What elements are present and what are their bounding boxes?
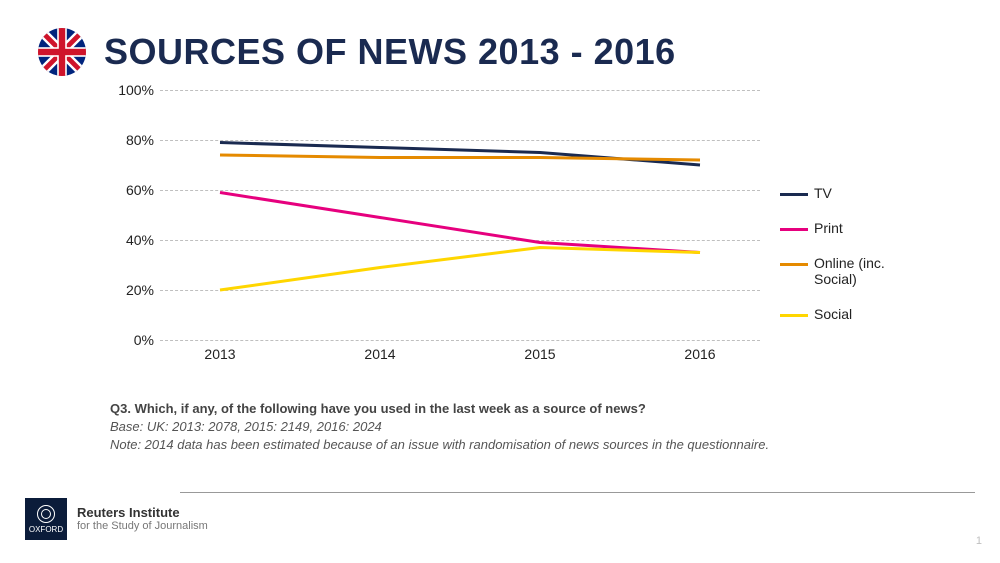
title-row: SOURCES OF NEWS 2013 - 2016 [38,28,676,76]
note-text: Note: 2014 data has been estimated becau… [110,436,910,454]
legend-label: Print [814,220,843,237]
legend-swatch-icon [780,228,808,231]
legend-swatch-icon [780,314,808,317]
question-text: Q3. Which, if any, of the following have… [110,400,910,418]
institute-line1: Reuters Institute [77,506,208,520]
legend-label: Online (inc. Social) [814,255,900,289]
institute-name: Reuters Institute for the Study of Journ… [77,506,208,532]
gridline [160,340,760,341]
base-text: Base: UK: 2013: 2078, 2015: 2149, 2016: … [110,418,910,436]
uk-flag-icon [38,28,86,76]
oxford-badge-label: OXFORD [29,526,63,534]
series-line [220,193,700,253]
legend-item: TV [780,185,900,202]
legend-swatch-icon [780,263,808,266]
y-tick-label: 60% [104,182,154,198]
legend: TV Print Online (inc. Social) Social [780,185,900,341]
lines-layer [160,90,760,340]
page-title: SOURCES OF NEWS 2013 - 2016 [104,31,676,73]
page-number: 1 [976,535,982,547]
legend-item: Social [780,306,900,323]
y-tick-label: 0% [104,332,154,348]
footer-divider [180,492,975,493]
legend-swatch-icon [780,193,808,196]
x-tick-label: 2014 [364,346,395,362]
slide: SOURCES OF NEWS 2013 - 2016 0%20%40%60%8… [0,0,1000,563]
oxford-badge-icon: OXFORD [25,498,67,540]
series-line [220,143,700,166]
legend-item: Online (inc. Social) [780,255,900,289]
legend-label: Social [814,306,852,323]
series-line [220,248,700,291]
legend-label: TV [814,185,832,202]
y-tick-label: 100% [104,82,154,98]
legend-item: Print [780,220,900,237]
plot-area: 0%20%40%60%80%100%2013201420152016 [160,90,760,340]
x-tick-label: 2013 [204,346,235,362]
series-line [220,155,700,160]
x-tick-label: 2015 [524,346,555,362]
y-tick-label: 20% [104,282,154,298]
chart: 0%20%40%60%80%100%2013201420152016 TV Pri… [100,90,900,370]
y-tick-label: 40% [104,232,154,248]
footnotes: Q3. Which, if any, of the following have… [110,400,910,455]
footer-branding: OXFORD Reuters Institute for the Study o… [25,498,208,540]
x-tick-label: 2016 [684,346,715,362]
y-tick-label: 80% [104,132,154,148]
institute-line2: for the Study of Journalism [77,520,208,532]
